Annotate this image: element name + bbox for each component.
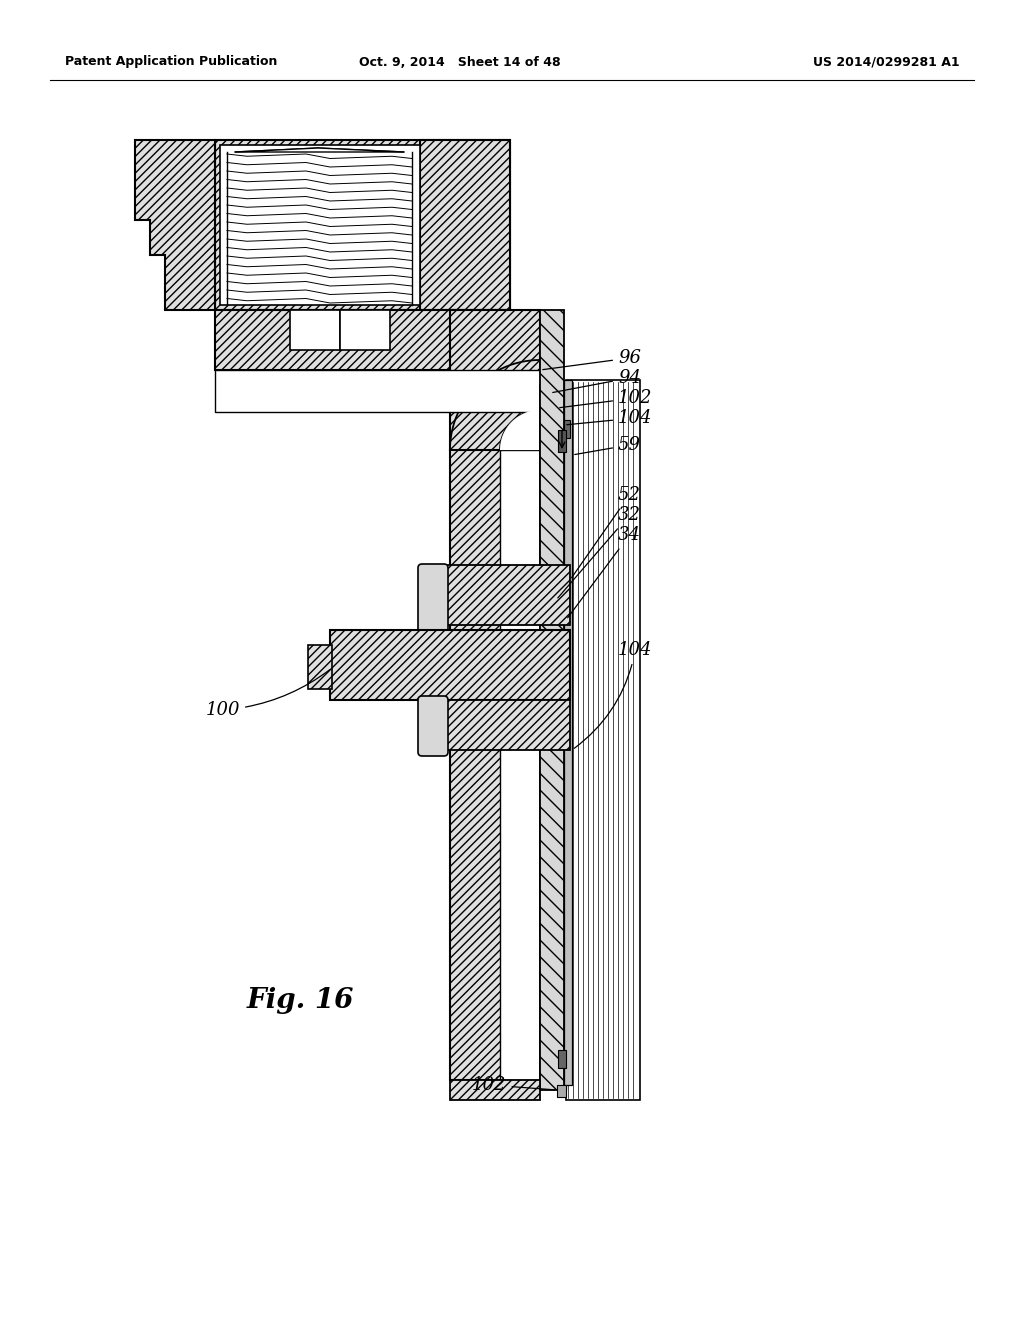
Bar [215, 140, 510, 310]
Bar [290, 310, 340, 350]
Bar [420, 140, 510, 310]
Text: US 2014/0299281 A1: US 2014/0299281 A1 [813, 55, 961, 69]
Bar [330, 630, 570, 700]
Text: Fig. 16: Fig. 16 [247, 986, 353, 1014]
Text: 102: 102 [472, 1076, 554, 1094]
Text: Oct. 9, 2014   Sheet 14 of 48: Oct. 9, 2014 Sheet 14 of 48 [359, 55, 561, 69]
Text: 96: 96 [543, 348, 641, 370]
Text: 34: 34 [567, 525, 641, 618]
Text: 102: 102 [560, 389, 652, 408]
Text: 94: 94 [553, 370, 641, 392]
Bar [558, 1049, 566, 1068]
Bar [564, 420, 570, 438]
Bar [540, 310, 564, 1090]
Text: Patent Application Publication: Patent Application Publication [65, 55, 278, 69]
Text: 59: 59 [574, 436, 641, 454]
Bar [340, 310, 390, 350]
Bar [558, 430, 566, 451]
Polygon shape [135, 140, 215, 310]
Bar [215, 370, 540, 412]
FancyBboxPatch shape [418, 696, 449, 756]
Bar [557, 389, 566, 1090]
Bar [440, 565, 570, 624]
Bar [540, 385, 565, 1080]
Text: 100: 100 [206, 669, 330, 719]
Text: 52: 52 [571, 486, 641, 578]
Bar [500, 450, 540, 1080]
Text: 104: 104 [566, 409, 652, 426]
Text: 104: 104 [574, 642, 652, 748]
Bar [215, 310, 510, 370]
Bar [440, 700, 570, 750]
Bar [557, 1085, 566, 1097]
FancyBboxPatch shape [418, 564, 449, 634]
Bar [566, 380, 640, 1100]
Text: 32: 32 [558, 506, 641, 598]
Bar [564, 380, 572, 1085]
Bar [308, 645, 332, 689]
Bar [220, 145, 420, 305]
Polygon shape [234, 148, 404, 152]
Bar [450, 450, 540, 1080]
Bar [450, 310, 540, 450]
Bar [450, 1080, 540, 1100]
Polygon shape [450, 360, 540, 450]
Polygon shape [500, 411, 540, 450]
